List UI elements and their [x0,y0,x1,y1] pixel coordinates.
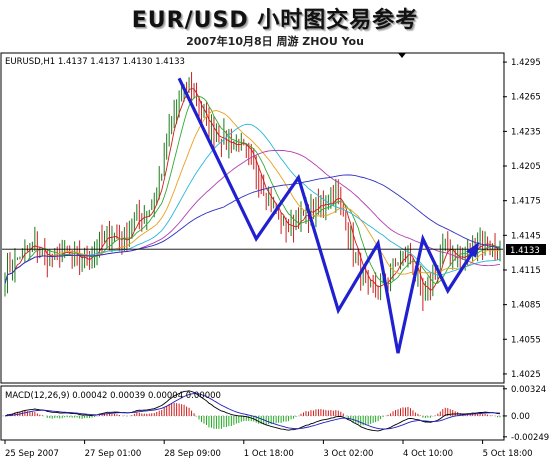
current-price-box [506,244,546,255]
chart-subtitle: 2007年10月8日 周游 ZHOU You [186,35,364,48]
price-panel-frame [0,52,505,384]
price-y-tick-label: 1.4205 [511,162,541,172]
x-tick-label: 27 Sep 01:00 [85,449,142,459]
price-header: EURUSD,H1 1.4137 1.4137 1.4130 1.4133 [5,57,185,67]
x-tick-label: 5 Oct 18:00 [483,449,533,459]
macd-layer [2,390,503,432]
price-y-tick-label: 1.4085 [511,301,541,311]
x-tick-label: 3 Oct 02:00 [323,449,373,459]
price-y-tick-label: 1.4265 [511,93,541,103]
price-y-tick-label: 1.4145 [511,231,541,241]
macd-signal-line [4,393,501,430]
price-y-tick-label: 1.4115 [511,266,541,276]
macd-panel-frame [0,385,505,441]
macd-y-tick-label: 0.00 [511,412,530,422]
price-y-tick-label: 1.4235 [511,127,541,137]
moving-average-line [4,110,501,284]
macd-line [4,390,501,432]
price-y-tick-label: 1.4055 [511,335,541,345]
forecast-zigzag [177,77,479,354]
current-price-label: 1.4133 [510,246,540,256]
shift-marker-icon [398,53,406,58]
macd-y-tick-label: 0.00324 [511,385,546,395]
price-y-tick-label: 1.4175 [511,197,541,207]
price-y-tick-label: 1.4025 [511,370,541,380]
x-tick-label: 25 Sep 2007 [5,449,59,459]
forecast-arrow-icon [466,242,480,258]
x-tick-label: 4 Oct 10:00 [403,449,453,459]
macd-y-tick-label: -0.00249 [511,433,549,443]
price-y-tick-label: 1.4295 [511,58,541,68]
chart-title: EUR/USD 小时图交易参考 [131,8,419,33]
x-tick-label: 1 Oct 18:00 [244,449,294,459]
moving-average-line [4,174,501,284]
macd-header: MACD(12,26,9) 0.00042 0.00039 0.00004 0.… [5,391,221,401]
x-tick-label: 28 Sep 09:00 [164,449,221,459]
price-layer [2,72,503,354]
